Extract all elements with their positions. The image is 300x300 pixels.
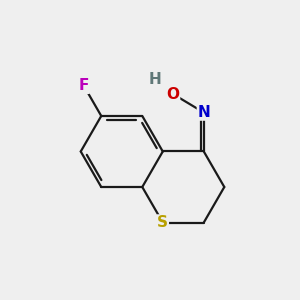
Text: H: H [148, 72, 161, 87]
Text: O: O [167, 87, 179, 102]
Text: F: F [79, 78, 89, 93]
Text: N: N [197, 105, 210, 120]
Text: S: S [157, 215, 168, 230]
